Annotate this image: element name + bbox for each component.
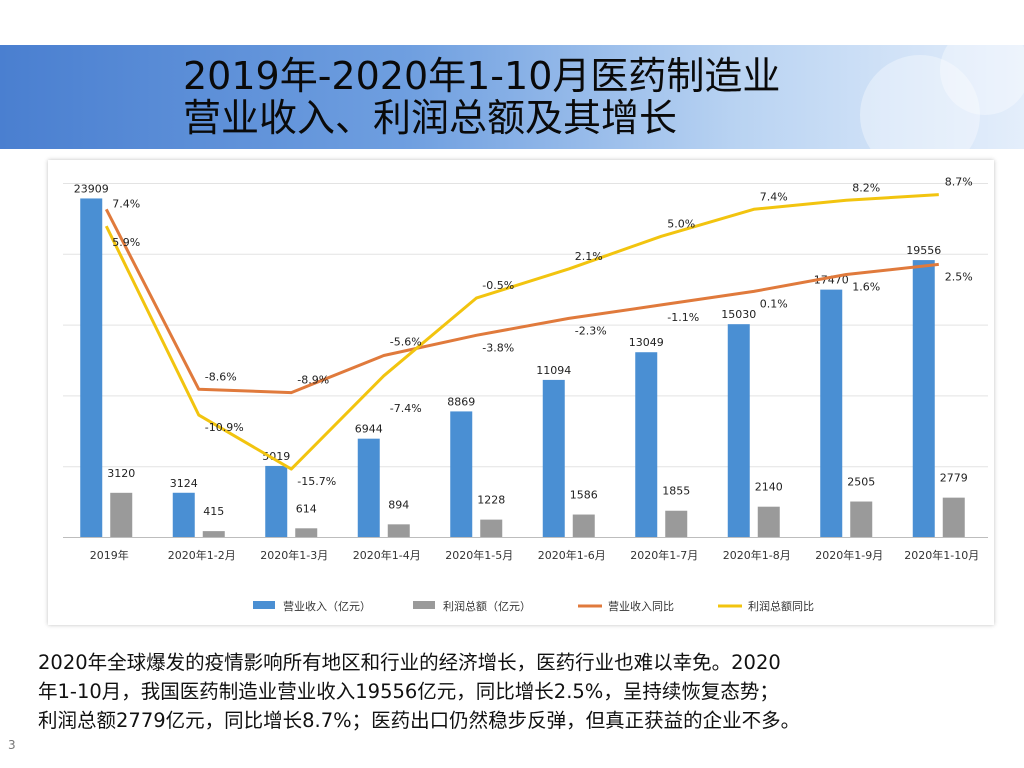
revenue-growth-label: -3.8% [482, 341, 514, 354]
profit-bar [110, 492, 133, 537]
legend-label: 营业收入（亿元） [283, 599, 371, 613]
profit-bar [942, 497, 965, 537]
chart-frame: 23909 3120 2019年 3124 415 2020年1-2月 5019 614 202… [48, 160, 994, 625]
profit-bar [295, 528, 318, 537]
caption-line-1: 2020年全球爆发的疫情影响所有地区和行业的经济增长，医药行业也难以幸免。202… [38, 651, 781, 674]
banner-decoration [860, 55, 980, 175]
x-tick-label: 2020年1-3月 [260, 548, 328, 562]
title-banner [0, 25, 1024, 175]
caption-text: 2020年全球爆发的疫情影响所有地区和行业的经济增长，医药行业也难以幸免。202… [38, 648, 1008, 735]
revenue-bar [542, 379, 565, 537]
banner-decoration [940, 25, 1024, 115]
revenue-bar [820, 289, 843, 537]
profit-data-label: 614 [296, 502, 317, 515]
revenue-bar [265, 465, 288, 537]
revenue-data-label: 23909 [74, 182, 109, 195]
revenue-data-label: 11094 [536, 364, 571, 377]
profit-growth-label: -10.9% [205, 421, 244, 434]
revenue-growth-label: 7.4% [112, 197, 140, 210]
profit-data-label: 2505 [847, 476, 875, 489]
profit-data-label: 415 [203, 505, 224, 518]
profit-data-label: 3120 [107, 467, 135, 480]
profit-bar [757, 506, 780, 537]
revenue-bar [450, 411, 473, 537]
profit-growth-label: 7.4% [760, 190, 788, 203]
revenue-growth-label: 2.5% [945, 270, 973, 283]
legend-swatch [413, 601, 435, 609]
revenue-bar [727, 324, 750, 537]
revenue-data-label: 15030 [721, 308, 756, 321]
profit-bar [202, 531, 225, 537]
x-tick-label: 2020年1-6月 [538, 548, 606, 562]
profit-data-label: 1586 [570, 489, 598, 502]
revenue-data-label: 5019 [262, 450, 290, 463]
revenue-data-label: 3124 [170, 477, 198, 490]
title-line-2: 营业收入、利润总额及其增长 [183, 96, 678, 140]
caption-line-3: 利润总额2779亿元，同比增长8.7%；医药出口仍然稳步反弹，但真正获益的企业不… [38, 709, 801, 732]
profit-growth-label: 5.0% [667, 217, 695, 230]
caption-line-2: 年1-10月，我国医药制造业营业收入19556亿元，同比增长2.5%，呈持续恢复… [38, 680, 779, 703]
x-tick-label: 2020年1-5月 [445, 548, 513, 562]
legend-label: 利润总额（亿元） [443, 599, 531, 613]
x-tick-label: 2020年1-4月 [353, 548, 421, 562]
profit-growth-label: -7.4% [390, 402, 422, 415]
revenue-growth-label: -8.9% [297, 374, 329, 387]
profit-data-label: 2779 [940, 472, 968, 485]
revenue-bar [80, 198, 103, 538]
x-tick-label: 2020年1-9月 [815, 548, 883, 562]
slide-title: 2019年-2020年1-10月医药制造业 营业收入、利润总额及其增长 [183, 55, 780, 139]
revenue-growth-label: -2.3% [575, 324, 607, 337]
revenue-bar [357, 438, 380, 537]
profit-growth-label: -0.5% [482, 279, 514, 292]
profit-bar [480, 519, 503, 537]
legend-label: 利润总额同比 [748, 599, 814, 613]
revenue-bar [912, 260, 935, 537]
revenue-data-label: 19556 [906, 244, 941, 257]
profit-bar [387, 524, 410, 537]
x-tick-label: 2019年 [90, 548, 129, 562]
profit-growth-label: -15.7% [297, 475, 336, 488]
profit-growth-label: 8.2% [852, 181, 880, 194]
revenue-growth-label: -8.6% [205, 370, 237, 383]
revenue-growth-line [104, 208, 939, 395]
profit-data-label: 894 [388, 498, 409, 511]
revenue-data-label: 13049 [629, 336, 664, 349]
revenue-bar [635, 352, 658, 537]
profit-bar [665, 510, 688, 537]
combo-chart: 23909 3120 2019年 3124 415 2020年1-2月 5019 614 202… [63, 176, 988, 613]
x-tick-label: 2020年1-10月 [904, 548, 979, 562]
x-tick-label: 2020年1-8月 [723, 548, 791, 562]
profit-bar [572, 514, 595, 537]
revenue-growth-label: -5.6% [390, 336, 422, 349]
revenue-growth-label: 1.6% [852, 281, 880, 294]
page-number: 3 [8, 738, 16, 752]
revenue-bar [172, 492, 195, 537]
revenue-data-label: 8869 [447, 395, 475, 408]
profit-data-label: 1855 [662, 485, 690, 498]
revenue-growth-label: -1.1% [667, 311, 699, 324]
title-line-1: 2019年-2020年1-10月医药制造业 [183, 54, 781, 98]
revenue-growth-label: 0.1% [760, 297, 788, 310]
profit-growth-line [104, 193, 939, 471]
legend-label: 营业收入同比 [608, 599, 674, 613]
profit-growth-label: 8.7% [945, 176, 973, 189]
profit-bar [850, 501, 873, 537]
legend-swatch [253, 601, 275, 609]
profit-growth-label: 2.1% [575, 250, 603, 263]
revenue-data-label: 6944 [355, 423, 383, 436]
profit-data-label: 2140 [755, 481, 783, 494]
x-tick-label: 2020年1-7月 [630, 548, 698, 562]
profit-growth-label: 5.9% [112, 236, 140, 249]
profit-data-label: 1228 [477, 494, 505, 507]
x-tick-label: 2020年1-2月 [168, 548, 236, 562]
